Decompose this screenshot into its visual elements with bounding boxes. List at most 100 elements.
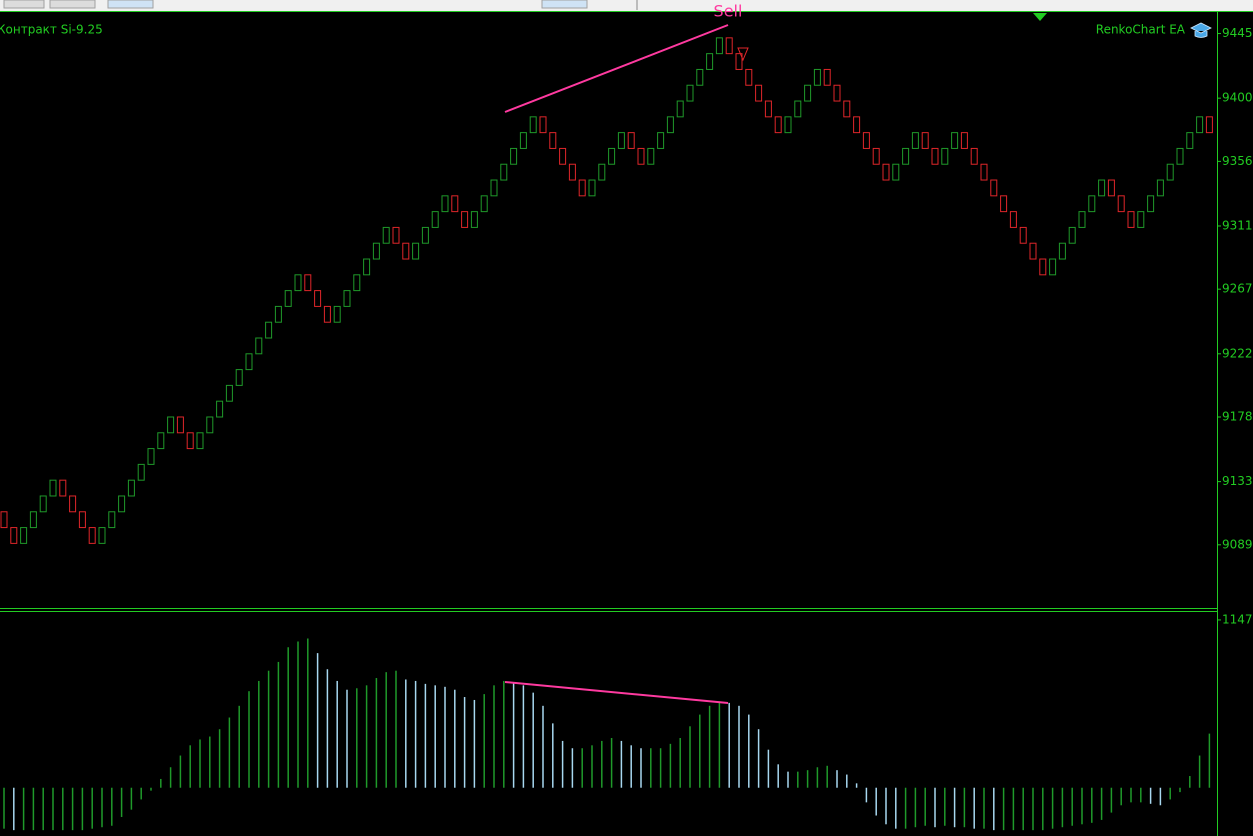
renko-brick [715, 37, 723, 55]
shift-marker[interactable] [1033, 13, 1047, 21]
renko-brick [794, 100, 802, 118]
renko-brick [804, 84, 812, 102]
renko-brick [872, 147, 880, 165]
renko-brick [519, 132, 527, 149]
y-tick-label: 9356 [1222, 154, 1253, 168]
y-tick-label: 1147 [1222, 612, 1253, 626]
renko-brick [1098, 179, 1106, 197]
renko-brick [500, 163, 508, 181]
renko-brick [696, 68, 704, 86]
renko-brick [10, 527, 18, 544]
y-tick-label: 9267 [1222, 282, 1253, 296]
renko-brick [470, 211, 478, 228]
renko-brick [304, 274, 312, 292]
renko-brick [892, 163, 900, 181]
y-tick-label: 9400 [1222, 91, 1253, 105]
renko-brick [666, 116, 674, 134]
renko-brick [39, 495, 47, 513]
renko-brick [382, 226, 390, 244]
signal-label: Sell [714, 2, 743, 21]
renko-brick [911, 132, 919, 149]
renko-brick [78, 511, 86, 529]
y-tick-label: 9445 [1222, 26, 1253, 40]
renko-brick [314, 290, 322, 307]
renko-brick [960, 132, 968, 149]
renko-brick [372, 242, 380, 260]
renko-brick [147, 448, 155, 465]
renko-brick [578, 179, 586, 197]
renko-brick [1039, 258, 1047, 276]
renko-brick [1166, 163, 1174, 181]
renko-brick [176, 416, 184, 434]
renko-brick [745, 68, 753, 86]
renko-brick [833, 84, 841, 102]
renko-brick [323, 305, 331, 323]
renko-brick [1058, 242, 1066, 260]
expert-label: RenkoChart EA [1096, 23, 1186, 37]
y-tick-label: 9089 [1222, 537, 1253, 551]
renko-brick [69, 495, 77, 513]
renko-brick [353, 274, 361, 292]
renko-brick [49, 479, 57, 497]
renko-brick [784, 116, 792, 134]
renko-brick [186, 432, 194, 450]
trend-line[interactable] [504, 24, 729, 113]
renko-brick [137, 463, 145, 481]
renko-brick [1117, 195, 1125, 213]
renko-brick [813, 68, 821, 86]
renko-brick [970, 147, 978, 165]
renko-brick [1078, 211, 1086, 228]
renko-brick [1107, 179, 1115, 197]
expert-icon[interactable] [1190, 22, 1212, 38]
renko-brick [20, 527, 28, 544]
sell-arrow [737, 47, 749, 62]
renko-brick [676, 100, 684, 118]
renko-brick [1156, 179, 1164, 197]
renko-brick [657, 132, 665, 149]
renko-brick [853, 116, 861, 134]
renko-brick [206, 416, 214, 434]
toolbar-button[interactable] [107, 0, 154, 9]
renko-brick [402, 242, 410, 260]
renko-brick [1088, 195, 1096, 213]
renko-brick [0, 511, 8, 529]
y-tick-label: 9178 [1222, 409, 1253, 423]
renko-brick [823, 68, 831, 86]
renko-brick [29, 511, 37, 529]
renko-brick [882, 163, 890, 181]
renko-brick [1196, 116, 1204, 134]
renko-brick [755, 84, 763, 102]
y-tick-label: 9222 [1222, 346, 1253, 360]
renko-brick [774, 116, 782, 134]
renko-brick [951, 132, 959, 149]
renko-brick [245, 353, 253, 371]
renko-brick [608, 147, 616, 165]
toolbar-button[interactable] [49, 0, 96, 9]
renko-brick [686, 84, 694, 102]
renko-brick [843, 100, 851, 118]
renko-brick [274, 305, 282, 323]
renko-brick [559, 147, 567, 165]
renko-brick [343, 290, 351, 307]
renko-brick [59, 479, 67, 497]
renko-brick [167, 416, 175, 434]
toolbar-button[interactable] [541, 0, 588, 9]
renko-brick [1137, 211, 1145, 228]
renko-brick [902, 147, 910, 165]
renko-brick [647, 147, 655, 165]
symbol-label: Контракт Si-9.25 [0, 23, 103, 37]
y-tick-label: 9133 [1222, 474, 1253, 488]
renko-brick [706, 53, 714, 70]
renko-brick [1000, 195, 1008, 213]
renko-brick [598, 163, 606, 181]
renko-brick [216, 400, 224, 418]
renko-brick [118, 495, 126, 513]
renko-brick [480, 195, 488, 213]
renko-brick [941, 147, 949, 165]
trend-line[interactable] [504, 681, 729, 704]
renko-brick [421, 226, 429, 244]
renko-brick [1176, 147, 1184, 165]
toolbar-button[interactable] [3, 0, 45, 9]
renko-brick [921, 132, 929, 149]
